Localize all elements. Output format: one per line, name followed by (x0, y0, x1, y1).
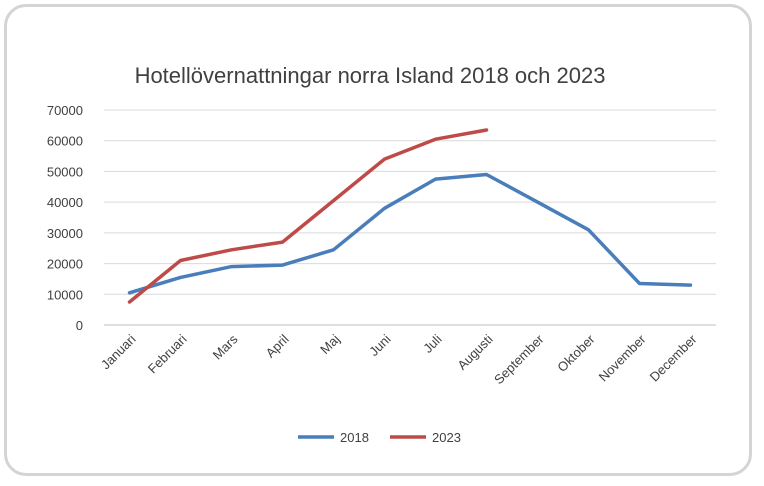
chart-title: Hotellövernattningar norra Island 2018 o… (135, 63, 606, 88)
y-tick-label: 40000 (47, 195, 83, 210)
y-axis-ticks: 0 10000 20000 30000 40000 50000 60000 70000 (47, 103, 83, 333)
series-line-2018 (127, 172, 693, 295)
y-tick-label: 50000 (47, 164, 83, 179)
x-tick-label: April (263, 331, 292, 360)
legend-label-2023: 2023 (432, 430, 461, 445)
y-tick-label: 10000 (47, 287, 83, 302)
x-tick-label: November (596, 331, 649, 384)
series-lines (127, 128, 693, 304)
x-tick-label: Mars (210, 331, 241, 362)
x-tick-label: Juni (366, 331, 394, 359)
x-tick-label: Maj (317, 331, 342, 356)
series-line-2023 (127, 128, 489, 304)
y-tick-label: 0 (76, 318, 83, 333)
x-axis-ticks: Januari Februari Mars April Maj Juni Juli Augus… (98, 331, 700, 387)
gridlines (104, 109, 716, 326)
x-tick-label: Februari (145, 331, 190, 376)
legend: 2018 2023 (298, 430, 461, 445)
chart-frame (4, 4, 752, 476)
legend-label-2018: 2018 (340, 430, 369, 445)
x-tick-label: Augusti (454, 331, 495, 372)
y-tick-label: 60000 (47, 134, 83, 149)
x-tick-label: December (647, 331, 700, 384)
x-tick-label: Oktober (554, 331, 598, 375)
y-tick-label: 30000 (47, 226, 83, 241)
y-tick-label: 70000 (47, 103, 83, 118)
x-tick-label: Juli (420, 331, 444, 355)
y-tick-label: 20000 (47, 257, 83, 272)
x-tick-label: September (491, 331, 547, 387)
x-tick-label: Januari (98, 331, 139, 372)
